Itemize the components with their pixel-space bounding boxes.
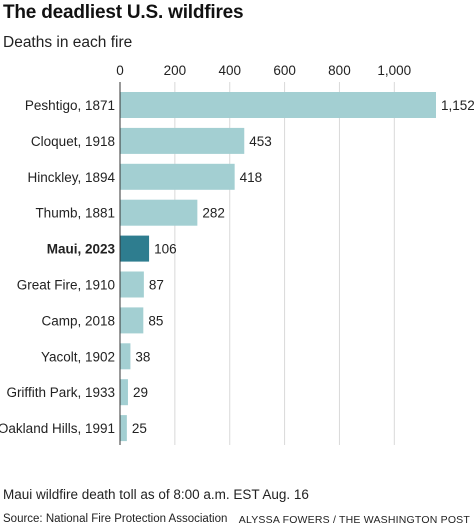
chart-note: Maui wildfire death toll as of 8:00 a.m.… <box>3 487 309 502</box>
category-label: Griffith Park, 1933 <box>6 385 115 400</box>
bar <box>120 307 144 334</box>
bar <box>120 235 150 262</box>
category-label: Oakland Hills, 1991 <box>0 421 115 436</box>
value-label: 29 <box>133 385 148 400</box>
bar <box>120 379 128 406</box>
x-tick-label: 600 <box>273 63 296 78</box>
chart-subtitle: Deaths in each fire <box>3 34 133 51</box>
chart-title: The deadliest U.S. wildfires <box>3 2 244 23</box>
bar <box>120 415 127 442</box>
category-label: Peshtigo, 1871 <box>25 98 115 113</box>
value-label: 87 <box>149 278 164 293</box>
chart-credit: ALYSSA FOWERS / THE WASHINGTON POST <box>238 514 470 526</box>
value-label: 1,152 <box>441 98 474 113</box>
category-label: Yacolt, 1902 <box>41 349 115 364</box>
category-label: Camp, 2018 <box>41 313 115 328</box>
x-tick-label: 200 <box>164 63 187 78</box>
value-label: 282 <box>202 206 225 221</box>
value-label: 453 <box>249 134 272 149</box>
x-tick-label: 1,000 <box>377 63 411 78</box>
bar-chart: 0 200 400 600 800 1,000 Peshtigo, 1871 1,152 Clo… <box>0 63 474 445</box>
category-label: Hinckley, 1894 <box>27 170 115 185</box>
x-tick-label: 800 <box>328 63 351 78</box>
category-label: Maui, 2023 <box>47 242 116 257</box>
value-label: 106 <box>154 242 177 257</box>
x-tick-label: 0 <box>116 63 124 78</box>
chart-source: Source: National Fire Protection Associa… <box>3 513 228 525</box>
category-label: Cloquet, 1918 <box>31 134 115 149</box>
category-label: Great Fire, 1910 <box>17 278 115 293</box>
value-label: 38 <box>135 349 150 364</box>
value-label: 85 <box>148 313 163 328</box>
bar <box>120 92 436 118</box>
bar <box>120 199 198 226</box>
bar <box>120 163 235 190</box>
x-tick-label: 400 <box>218 63 241 78</box>
value-label: 418 <box>240 170 263 185</box>
bar <box>120 343 131 370</box>
value-label: 25 <box>132 421 147 436</box>
bar <box>120 127 245 154</box>
category-label: Thumb, 1881 <box>35 206 115 221</box>
bar <box>120 271 144 298</box>
